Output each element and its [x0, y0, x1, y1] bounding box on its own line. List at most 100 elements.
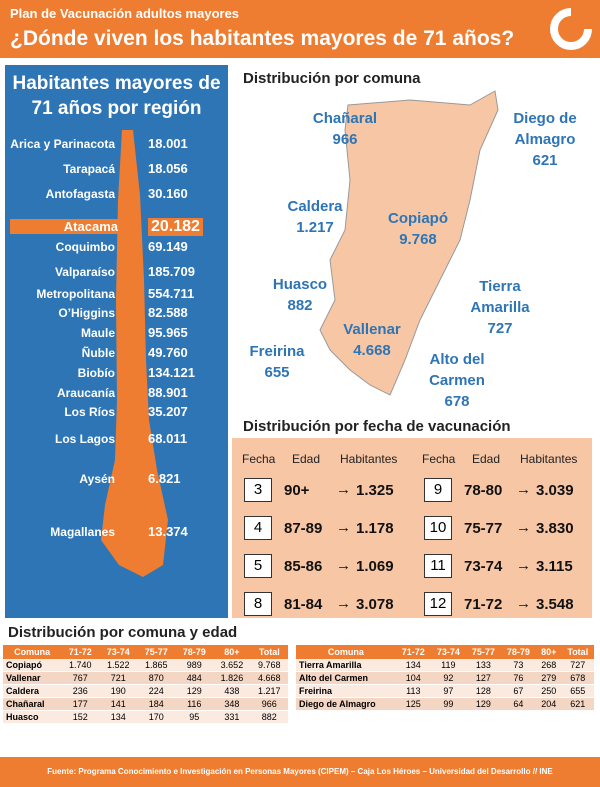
cell: 128 [465, 684, 501, 698]
column-header: 71-72 [61, 645, 100, 659]
column-header: Total [561, 645, 594, 659]
region-name: Atacama [10, 219, 121, 234]
comuna-value: 678 [444, 393, 470, 410]
calendar-day: 3 [244, 478, 272, 502]
comuna-cell: Alto del Carmen [296, 671, 396, 685]
map-label: Tierra Amarilla 727 [455, 276, 545, 339]
age-range: 90+ [284, 482, 310, 499]
age-range: 81-84 [284, 596, 323, 613]
column-header: 73-74 [430, 645, 466, 659]
region-value: 18.056 [148, 161, 188, 176]
region-title: Habitantes mayores de 71 años por región [12, 73, 221, 119]
inhabitants: 3.078 [356, 596, 394, 613]
cell: 204 [535, 697, 562, 711]
region-name: Metropolitana [36, 287, 115, 301]
comuna-cell: Diego de Almagro [296, 697, 396, 711]
region-name: Aysén [79, 472, 115, 486]
calendar-day: 10 [424, 516, 452, 540]
arrow: → [516, 519, 531, 536]
calendar-day: 4 [244, 516, 272, 540]
cell: 177 [61, 697, 100, 711]
column-header: 73-74 [99, 645, 138, 659]
cell: 129 [175, 684, 214, 698]
cell: 1.522 [99, 659, 138, 672]
table-row: Copiapó 1.740 1.522 1.865 989 3.652 9.768 [3, 659, 288, 672]
map-label: Alto del Carmen 678 [412, 349, 502, 412]
region-value: 18.001 [148, 136, 188, 151]
column-header: Total [250, 645, 288, 659]
table-row: Freirina 113 97 128 67 250 655 [296, 684, 594, 698]
table-row: Huasco 152 134 170 95 331 882 [3, 710, 288, 724]
region-name: Magallanes [50, 525, 115, 539]
cell: 9.768 [250, 659, 288, 672]
footer: Fuente: Programa Conocimiento e Investig… [0, 757, 600, 787]
column-header: 75-77 [137, 645, 176, 659]
cell: 1.865 [137, 659, 176, 672]
cell: 99 [430, 697, 466, 711]
region-name: Arica y Parinacota [10, 137, 115, 151]
cell: 484 [175, 671, 214, 685]
comuna-name: Huasco [272, 276, 328, 293]
column-header: 80+ [535, 645, 562, 659]
inhabitants: 1.069 [356, 558, 394, 575]
table-row: Tierra Amarilla 134 119 133 73 268 727 [296, 659, 594, 672]
age-range: 75-77 [464, 520, 503, 537]
region-name: Biobío [77, 366, 115, 380]
comuna-name: Copiapó [388, 210, 448, 227]
region-value: 35.207 [148, 404, 188, 419]
cell: 170 [137, 710, 176, 724]
vac-header: Habitantes [520, 452, 578, 466]
region-value: 69.149 [148, 239, 188, 254]
age-range: 71-72 [464, 596, 503, 613]
comuna-cell: Freirina [296, 684, 396, 698]
arrow: → [336, 557, 351, 574]
cell: 190 [99, 684, 138, 698]
cell: 184 [137, 697, 176, 711]
cell: 134 [99, 710, 138, 724]
region-name: Antofagasta [45, 187, 115, 201]
comuna-name: Caldera [287, 198, 343, 215]
header-row: Comuna 71-72 73-74 75-77 78-79 80+ Total [296, 645, 594, 659]
cell: 97 [430, 684, 466, 698]
comuna-name: Freirina [249, 343, 305, 360]
cell: 64 [500, 697, 536, 711]
column-header: 71-72 [395, 645, 431, 659]
region-name: Maule [80, 326, 115, 340]
region-value: 30.160 [148, 186, 188, 201]
region-value: 20.182 [148, 218, 203, 236]
region-value: 185.709 [148, 264, 195, 279]
inhabitants: 3.548 [536, 596, 574, 613]
cell: 133 [465, 659, 501, 672]
map-label: Copiapó 9.768 [373, 208, 463, 250]
table-row: Vallenar 767 721 870 484 1.826 4.668 [3, 671, 288, 685]
cell: 678 [561, 671, 594, 685]
inhabitants: 1.325 [356, 482, 394, 499]
region-value: 554.711 [148, 286, 195, 301]
cell: 4.668 [250, 671, 288, 685]
comuna-cell: Huasco [3, 710, 62, 724]
age-range: 78-80 [464, 482, 503, 499]
age-range: 85-86 [284, 558, 323, 575]
calendar-day: 12 [424, 592, 452, 616]
cell: 92 [430, 671, 466, 685]
calendar-day: 9 [424, 478, 452, 502]
cell: 331 [213, 710, 251, 724]
age-range: 73-74 [464, 558, 503, 575]
region-value: 82.588 [148, 305, 188, 320]
title: ¿Dónde viven los habitantes mayores de 7… [10, 27, 515, 50]
comuna-value: 621 [532, 152, 558, 169]
region-value: 134.121 [148, 365, 195, 380]
comuna-value: 9.768 [399, 231, 437, 248]
vac-header: Edad [472, 452, 501, 466]
table-left: Comuna 71-72 73-74 75-77 78-79 80+ Total Copiap… [3, 645, 288, 724]
comuna-name: Chañaral [312, 110, 378, 127]
cell: 268 [535, 659, 562, 672]
comuna-name: Vallenar [343, 321, 401, 338]
cell: 348 [213, 697, 251, 711]
tables-title: Distribución por comuna y edad [8, 624, 238, 641]
region-name: Araucanía [56, 386, 115, 400]
vac-header: Habitantes [340, 452, 398, 466]
cell: 621 [561, 697, 594, 711]
cell: 134 [395, 659, 431, 672]
column-header: Comuna [296, 645, 396, 659]
